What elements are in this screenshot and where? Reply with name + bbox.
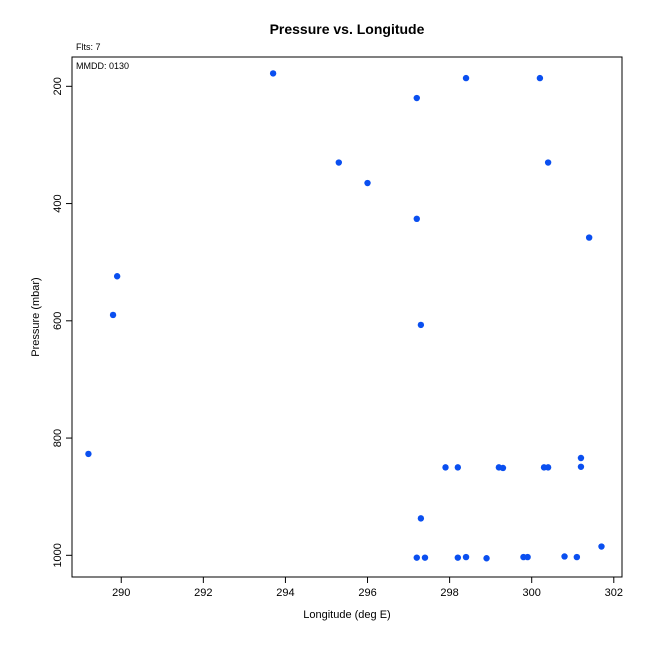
flights-annotation: Flts: 7: [76, 42, 101, 52]
x-tick-label: 296: [358, 587, 376, 599]
data-point: [364, 179, 371, 187]
data-points: [85, 70, 605, 562]
y-axis: 200 400 600 800 1000: [52, 77, 72, 568]
x-tick-label: 302: [605, 587, 623, 599]
data-point: [335, 159, 342, 166]
data-point: [269, 70, 277, 77]
data-point: [585, 234, 593, 241]
y-tick-label: 200: [52, 77, 64, 95]
data-point: [462, 74, 470, 82]
data-point: [417, 515, 425, 522]
data-point: [109, 311, 117, 319]
data-point: [113, 273, 121, 280]
data-point: [544, 464, 552, 471]
x-tick-label: 300: [523, 587, 541, 599]
x-axis-label: Longitude (deg E): [303, 609, 390, 621]
data-point: [483, 555, 490, 562]
data-point: [421, 554, 429, 561]
data-point: [454, 554, 462, 561]
data-point: [536, 74, 544, 82]
x-tick-label: 292: [194, 587, 212, 599]
x-tick-label: 290: [112, 587, 130, 599]
chart-title: Pressure vs. Longitude: [270, 21, 425, 37]
y-tick-label: 800: [52, 429, 64, 447]
data-point: [598, 543, 605, 550]
data-point: [577, 454, 585, 462]
data-point: [544, 159, 552, 166]
x-tick-label: 298: [440, 587, 458, 599]
data-point: [454, 464, 462, 471]
y-tick-label: 1000: [52, 543, 64, 567]
y-tick-label: 400: [52, 194, 64, 212]
data-point: [524, 553, 531, 561]
plot-frame: [71, 56, 623, 578]
date-annotation: MMDD: 0130: [76, 61, 129, 71]
data-point: [442, 464, 449, 471]
x-tick-label: 294: [276, 587, 294, 599]
data-point: [573, 553, 581, 561]
data-point: [417, 321, 425, 329]
y-tick-label: 600: [52, 312, 64, 330]
data-point: [413, 94, 420, 102]
data-point: [499, 464, 507, 472]
data-point: [561, 553, 568, 560]
data-point: [413, 215, 420, 223]
y-axis-label: Pressure (mbar): [30, 277, 42, 356]
data-point: [413, 554, 420, 561]
data-point: [577, 463, 585, 470]
data-point: [85, 450, 92, 458]
x-axis: 290 292 294 296 298 300 302: [112, 577, 623, 599]
data-point: [462, 553, 470, 561]
